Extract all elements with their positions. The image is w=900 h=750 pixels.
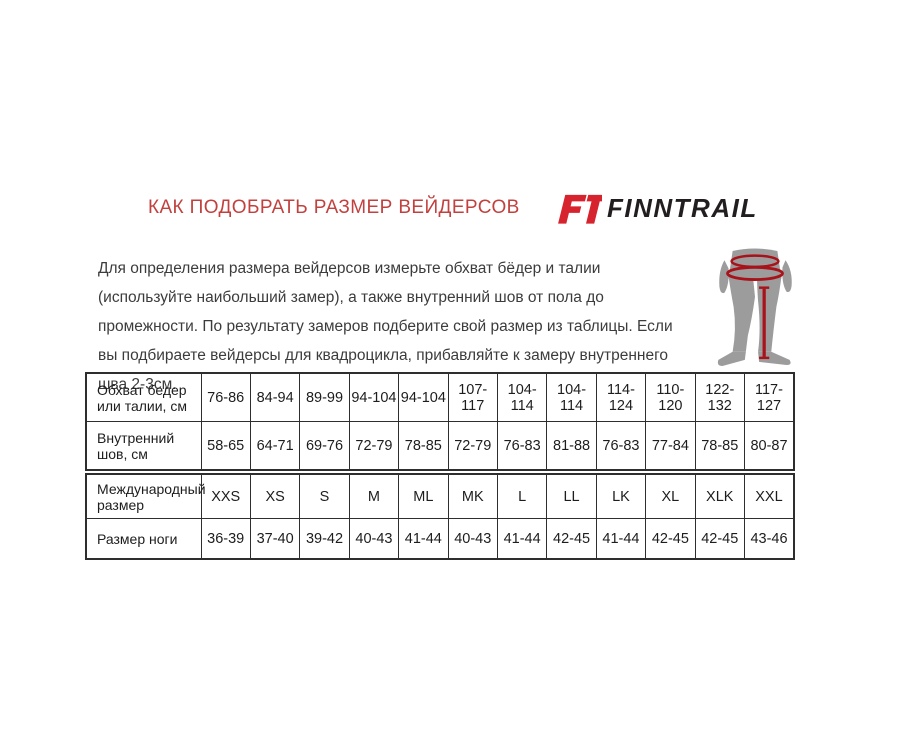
size-value-cell: XXL bbox=[743, 473, 795, 519]
size-value-cell: 43-46 bbox=[743, 518, 795, 560]
size-value-cell: 42-45 bbox=[546, 518, 597, 560]
measurement-instructions: Для определения размера вейдерсов измерь… bbox=[98, 260, 673, 393]
sizes-table: Международный размер XXS XS S M ML MK L LL LK XL X… bbox=[85, 473, 795, 560]
size-value-cell: 104-114 bbox=[496, 372, 548, 422]
size-value-cell: 41-44 bbox=[595, 518, 647, 560]
size-value-cell: 94-104 bbox=[348, 372, 400, 422]
row-label-inseam: Внутренний шов, см bbox=[85, 421, 202, 471]
size-value-cell: 84-94 bbox=[249, 372, 301, 422]
size-value-cell: 107-117 bbox=[447, 372, 498, 422]
size-value-cell: XXS bbox=[200, 473, 251, 519]
size-value-cell: 72-79 bbox=[348, 421, 400, 471]
table-row: Международный размер XXS XS S M ML MK L LL LK XL X… bbox=[85, 473, 795, 519]
size-value-cell: 39-42 bbox=[299, 518, 350, 560]
hip-measure-ellipse bbox=[726, 265, 784, 281]
size-value-cell: M bbox=[348, 473, 400, 519]
table-row: Размер ноги 36-39 37-40 39-42 40-43 41-44 40-… bbox=[85, 518, 795, 560]
size-value-cell: 64-71 bbox=[249, 421, 301, 471]
size-value-cell: XLK bbox=[694, 473, 745, 519]
size-value-cell: 110-120 bbox=[645, 372, 696, 422]
table-row: Обхват бедер или талии, см 76-86 84-94 89-… bbox=[85, 372, 795, 422]
size-value-cell: LK bbox=[595, 473, 647, 519]
brand-name: FINNTRAIL bbox=[607, 192, 758, 223]
size-value-cell: 40-43 bbox=[447, 518, 498, 560]
size-value-cell: 72-79 bbox=[447, 421, 498, 471]
size-value-cell: 41-44 bbox=[496, 518, 548, 560]
row-label-foot-size: Размер ноги bbox=[85, 518, 202, 560]
size-value-cell: 37-40 bbox=[249, 518, 301, 560]
size-value-cell: 80-87 bbox=[743, 421, 795, 471]
page-title: КАК ПОДОБРАТЬ РАЗМЕР ВЕЙДЕРСОВ bbox=[148, 197, 520, 218]
size-value-cell: 42-45 bbox=[645, 518, 696, 560]
size-value-cell: 69-76 bbox=[299, 421, 350, 471]
size-value-cell: 89-99 bbox=[299, 372, 350, 422]
size-value-cell: 42-45 bbox=[694, 518, 745, 560]
row-label-hip-waist: Обхват бедер или талии, см bbox=[85, 372, 202, 422]
size-value-cell: 94-104 bbox=[398, 372, 449, 422]
size-value-cell: LL bbox=[546, 473, 597, 519]
size-value-cell: 78-85 bbox=[694, 421, 745, 471]
size-value-cell: 76-83 bbox=[595, 421, 647, 471]
size-value-cell: 77-84 bbox=[645, 421, 696, 471]
legs-measurement-diagram bbox=[704, 248, 806, 366]
size-value-cell: 81-88 bbox=[546, 421, 597, 471]
measurements-table: Обхват бедер или талии, см 76-86 84-94 89-… bbox=[85, 372, 795, 471]
size-value-cell: XS bbox=[249, 473, 301, 519]
size-value-cell: 76-83 bbox=[496, 421, 548, 471]
table-row: Внутренний шов, см 58-65 64-71 69-76 72-79 7… bbox=[85, 421, 795, 471]
row-label-international-size: Международный размер bbox=[85, 473, 206, 519]
size-value-cell: 104-114 bbox=[546, 372, 597, 422]
size-value-cell: ML bbox=[398, 473, 449, 519]
size-value-cell: 76-86 bbox=[200, 372, 251, 422]
size-value-cell: S bbox=[299, 473, 350, 519]
legs-silhouette-icon bbox=[717, 248, 792, 366]
finntrail-logo: FINNTRAIL bbox=[556, 189, 758, 227]
size-value-cell: MK bbox=[447, 473, 498, 519]
size-value-cell: 41-44 bbox=[398, 518, 449, 560]
size-value-cell: 78-85 bbox=[398, 421, 449, 471]
size-value-cell: 122-132 bbox=[694, 372, 745, 422]
size-value-cell: 117-127 bbox=[743, 372, 795, 422]
size-value-cell: L bbox=[496, 473, 548, 519]
size-value-cell: 114-124 bbox=[595, 372, 647, 422]
ft-monogram-icon bbox=[556, 189, 602, 227]
size-value-cell: 58-65 bbox=[200, 421, 251, 471]
size-value-cell: XL bbox=[645, 473, 696, 519]
size-value-cell: 40-43 bbox=[348, 518, 400, 560]
size-value-cell: 36-39 bbox=[200, 518, 251, 560]
